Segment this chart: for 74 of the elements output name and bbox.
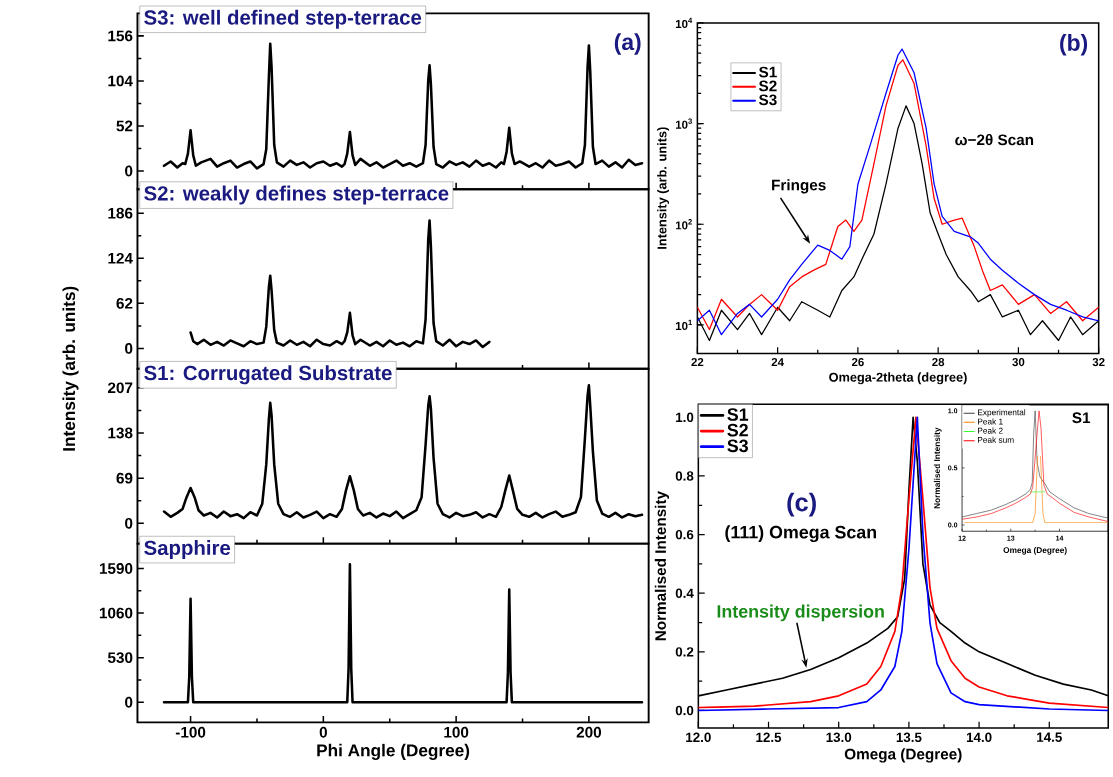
annotation: (c) [787,492,816,517]
x-axis-title: Omega (Degree) [844,748,962,763]
y-tick-label: 0.4 [675,588,694,599]
annotation: S1 [1072,412,1091,424]
y-axis-title: Normalised Intensity [933,427,942,509]
line-series [189,219,491,349]
x-tick-label: 12.0 [686,732,711,743]
y-tick-label: 124 [108,253,133,264]
x-tick-label: 14.5 [1037,732,1062,743]
y-tick-label: 10$^{3}$ [675,118,692,129]
chart-title: S2: weakly defines step-terrace [144,185,449,205]
chart-title: S3: well defined step-terrace [144,9,422,29]
annotation: (a) [614,33,641,55]
y-tick-label: 0.2 [675,647,694,657]
y-axis-title: Normalised Intensity [654,491,670,641]
legend-label: Peak 1 [978,418,1003,425]
y-tick-label: 207 [107,382,133,394]
line-series [162,383,644,520]
x-tick-label: 32 [1092,358,1105,367]
annotation: ω−2θ Scan [955,134,1034,146]
y-tick-label: 186 [108,207,133,219]
x-tick-label: 12.5 [756,732,782,743]
legend-label: Peak sum [978,436,1014,443]
y-tick-label: 69 [116,472,133,484]
y-tick-label: 10$^{4}$ [675,17,693,29]
legend-label: S3 [758,94,777,106]
x-tick-label: 26 [851,358,864,367]
y-tick-label: 156 [108,30,133,42]
y-tick-label: 0 [125,165,133,177]
x-tick-label: 13.0 [826,732,852,743]
y-tick-label: 1590 [99,563,133,574]
x-tick-label: 0 [319,726,327,738]
x-axis-title: Phi Angle (Degree) [317,743,470,761]
y-tick-label: 1.0 [676,412,694,423]
x-axis-title: Omega (Degree) [1003,547,1067,555]
legend-label: S2 [758,80,777,92]
x-tick-label: 13.5 [896,732,922,743]
x-tick-label: 28 [932,358,945,367]
y-tick-label: 52 [116,120,133,132]
x-tick-label: 24 [771,358,784,367]
y-tick-label: 1060 [99,607,133,619]
chart-title: Sapphire [144,540,231,560]
annotation: (111) Omega Scan [725,525,877,543]
y-axis-title: Intensity (arb. units) [657,127,670,249]
y-tick-label: 0.8 [675,471,694,481]
y-tick-label: 0 [125,343,133,354]
y-tick-label: 62 [116,298,133,309]
y-tick-label: 10$^{2}$ [675,219,692,230]
y-tick-label: 0.0 [675,705,694,716]
legend-label: Peak 2 [978,427,1003,434]
x-tick-label: 200 [576,726,602,738]
annotation: Intensity dispersion [717,604,884,622]
y-axis-title: Intensity (arb. units) [62,286,79,451]
x-tick-label: -100 [175,726,206,738]
legend-label: Experimental [978,409,1026,417]
legend-label: S1 [727,408,749,421]
y-tick-label: 10$^{1}$ [675,319,693,331]
y-tick-label: 0.6 [675,529,694,540]
y-tick-label: 104 [108,75,133,87]
y-tick-label: 0 [125,518,133,529]
x-axis-title: Omega-2theta (degree) [829,372,967,385]
x-tick-label: 22 [691,358,704,367]
legend-label: S2 [727,423,748,437]
x-tick-label: 100 [444,726,469,738]
annotation: Fringes [772,179,826,194]
y-tick-label: 138 [108,427,133,439]
annotation: (b) [1060,34,1088,56]
x-tick-label: 30 [1012,358,1025,367]
legend-label: S3 [727,439,748,453]
y-tick-label: 0 [125,696,133,708]
chart-title: S1: Corrugated Substrate [144,365,392,385]
y-tick-label: 530 [107,652,133,664]
legend-label: S1 [758,66,777,78]
x-tick-label: 14.0 [966,732,992,743]
